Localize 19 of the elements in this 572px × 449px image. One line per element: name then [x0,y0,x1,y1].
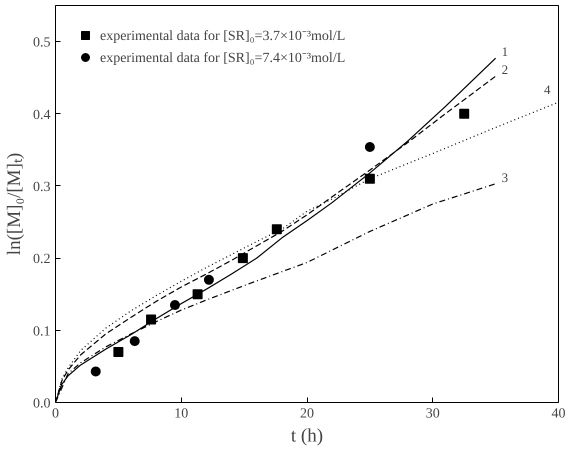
y-tick-label: 0.4 [33,108,50,123]
x-axis-title: t (h) [290,426,324,446]
series-label: 1 [502,44,508,60]
x-tick-label: 20 [300,406,314,422]
y-tick-label: 0.3 [33,180,50,195]
y-tick-label: 0.0 [33,396,50,412]
y-tick-label: 0.5 [33,36,50,51]
x-tick-label: 0 [52,406,59,422]
x-tick-label: 40 [552,406,566,422]
y-tick-label: 0.1 [33,324,50,340]
legend-label: experimental data for [SR]₀=7.4×10⁻³mol/L [100,50,346,67]
y-tick-label: 0.2 [33,252,50,268]
series-label: 3 [502,170,508,185]
y-axis-title: ln([M]₀/[M]ₜ) [4,152,25,256]
legend-label: experimental data for [SR]₀=3.7×10⁻³mol/L [100,28,346,45]
x-tick-label: 30 [426,406,440,422]
series-label: 2 [502,62,508,78]
series-label: 4 [544,82,551,98]
x-tick-label: 10 [174,406,188,422]
